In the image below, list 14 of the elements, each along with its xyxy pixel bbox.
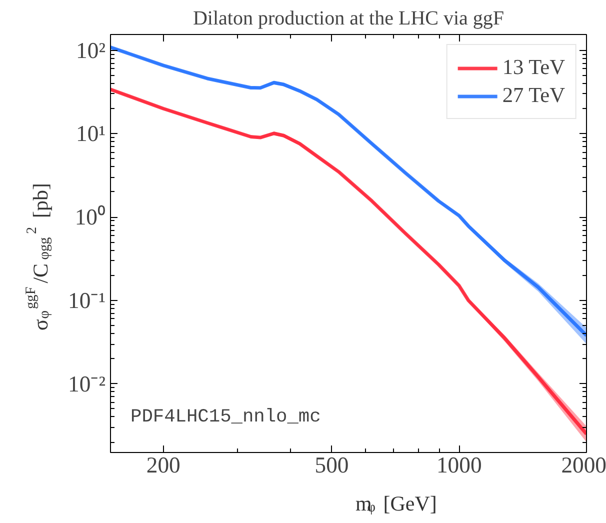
y-tick-label: 10¹ bbox=[76, 121, 106, 146]
legend-label: 27 TeV bbox=[502, 83, 565, 108]
x-tick-label: 2000 bbox=[561, 452, 606, 478]
chart-title: Dilaton production at the LHC via ggF bbox=[192, 8, 504, 30]
y-tick-label: 10⁻² bbox=[68, 371, 106, 396]
y-axis-title: σφggF/Cφgg2 [pb] bbox=[23, 183, 53, 330]
x-tick-label: 1000 bbox=[436, 452, 482, 478]
y-tick-label: 10⁰ bbox=[74, 204, 106, 230]
x-tick-label: 200 bbox=[146, 452, 180, 478]
x-tick-label: 500 bbox=[314, 452, 349, 478]
y-tick-label: 10² bbox=[76, 38, 106, 63]
legend-label: 13 TeV bbox=[502, 55, 565, 80]
y-tick-label: 10⁻¹ bbox=[68, 288, 106, 313]
annotation: PDF4LHC15_nnlo_mc bbox=[130, 406, 321, 428]
